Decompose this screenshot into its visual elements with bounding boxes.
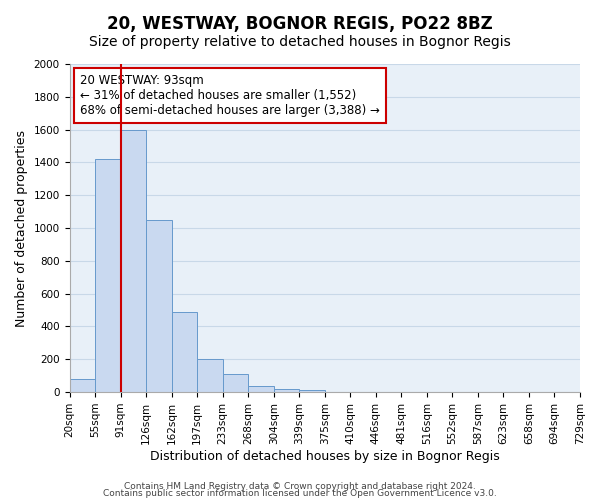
Text: Size of property relative to detached houses in Bognor Regis: Size of property relative to detached ho… <box>89 35 511 49</box>
Bar <box>223 374 248 392</box>
Bar <box>95 159 121 392</box>
Bar <box>172 312 197 392</box>
Bar <box>299 390 325 392</box>
Text: 20, WESTWAY, BOGNOR REGIS, PO22 8BZ: 20, WESTWAY, BOGNOR REGIS, PO22 8BZ <box>107 15 493 33</box>
Text: Contains HM Land Registry data © Crown copyright and database right 2024.: Contains HM Land Registry data © Crown c… <box>124 482 476 491</box>
Bar <box>274 389 299 392</box>
Y-axis label: Number of detached properties: Number of detached properties <box>15 130 28 326</box>
Bar <box>121 130 146 392</box>
Bar <box>197 360 223 392</box>
Text: Contains public sector information licensed under the Open Government Licence v3: Contains public sector information licen… <box>103 489 497 498</box>
X-axis label: Distribution of detached houses by size in Bognor Regis: Distribution of detached houses by size … <box>150 450 500 462</box>
Bar <box>70 379 95 392</box>
Bar <box>146 220 172 392</box>
Bar <box>248 386 274 392</box>
Text: 20 WESTWAY: 93sqm
← 31% of detached houses are smaller (1,552)
68% of semi-detac: 20 WESTWAY: 93sqm ← 31% of detached hous… <box>80 74 380 117</box>
